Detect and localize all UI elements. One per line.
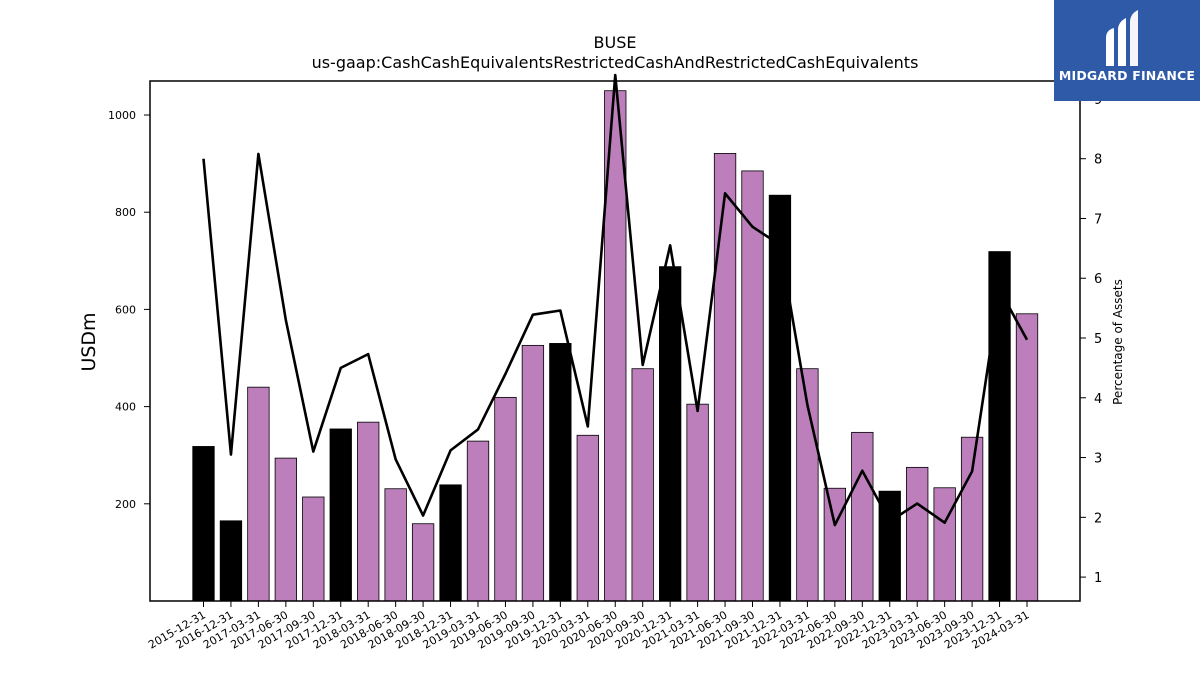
y2-tick-label-5: 5 [1094,332,1102,347]
y-tick-label-400: 400 [115,401,136,414]
y2-tick-label-6: 6 [1094,272,1102,287]
bar-2019-09-30 [521,344,545,602]
bar-2019-03-31 [466,440,490,602]
chart-subtitle: us-gaap:CashCashEquivalentsRestrictedCas… [312,53,919,72]
bar-2018-09-30 [411,523,435,602]
bar-2022-06-30 [823,487,846,602]
line-layer [202,73,1029,527]
y2-tick-label-7: 7 [1094,212,1102,227]
bar-2022-09-30 [851,431,874,602]
bar-2021-09-30 [741,170,764,602]
logo-text: MIDGARD FINANCE [1058,68,1196,83]
bar-2016-12-31 [219,520,243,602]
bar-2017-12-31 [329,428,352,602]
bar-2023-09-30 [960,436,984,602]
y2-tick-label-8: 8 [1094,153,1102,168]
bar-2021-06-30 [713,153,737,602]
bar-2020-03-31 [576,434,599,602]
midgard-finance-logo: MIDGARD FINANCE [1054,0,1200,101]
y-tick-label-600: 600 [115,303,136,316]
y-axis-label: USDm [78,312,100,371]
percentage-of-assets-line [202,73,1029,527]
bar-2020-12-31 [659,266,682,602]
bar-2021-03-31 [686,403,709,602]
bar-2021-12-31 [768,194,792,602]
x-axis: 2015-12-312016-12-312017-03-312017-06-30… [146,601,1032,652]
y2-axis-label: Percentage of Assets [1111,279,1125,405]
y2-axis: 123456789 [1080,93,1102,586]
bar-2018-06-30 [384,488,407,602]
y2-tick-label-4: 4 [1094,392,1102,407]
bar-2015-12-31 [192,446,215,602]
bar-2023-06-30 [933,487,956,602]
midgard-logo-icon [1106,10,1138,66]
y-tick-label-800: 800 [115,206,136,219]
bar-2017-09-30 [302,496,325,602]
y-tick-label-200: 200 [115,498,136,511]
bar-2017-03-31 [247,386,270,602]
y2-tick-label-2: 2 [1094,511,1102,526]
bar-2024-03-31 [1015,313,1039,602]
bar-2019-12-31 [549,343,572,602]
y-axis: 200 400 600 800 1000 [108,109,150,511]
y2-tick-label-3: 3 [1094,452,1102,467]
y2-tick-label-1: 1 [1094,571,1102,586]
bar-2020-09-30 [631,368,654,602]
chart-title: BUSE [594,33,637,52]
bars-layer [192,90,1039,602]
y-tick-label-1000: 1000 [108,109,136,122]
bar-2017-06-30 [274,457,298,602]
bar-2023-03-31 [906,466,929,602]
bar-2018-03-31 [357,421,380,602]
bar-2018-12-31 [439,484,462,602]
bar-2019-06-30 [494,396,517,602]
